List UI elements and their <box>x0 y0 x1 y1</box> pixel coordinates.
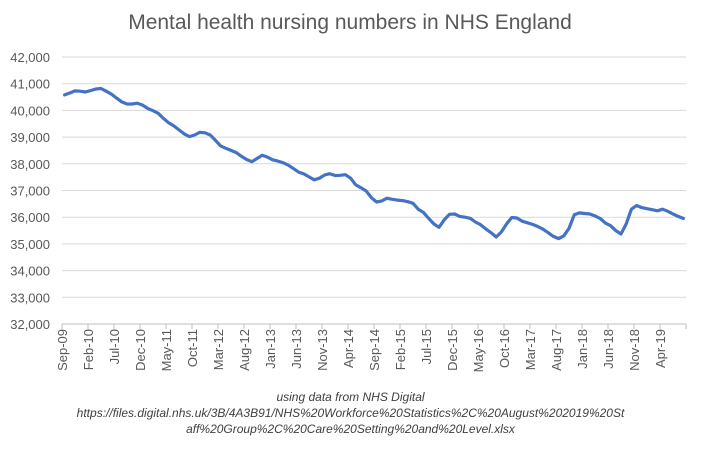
source-note: using data from NHS Digital https://file… <box>0 389 701 437</box>
chart-title: Mental health nursing numbers in NHS Eng… <box>128 11 572 34</box>
y-tick-label: 41,000 <box>10 77 50 92</box>
x-tick-label: Aug-12 <box>237 329 252 371</box>
y-tick-label: 40,000 <box>10 103 50 118</box>
y-tick-label: 38,000 <box>10 157 50 172</box>
y-tick-label: 34,000 <box>10 264 50 279</box>
x-tick-label: Feb-10 <box>81 329 96 370</box>
source-note-url-line-1: https://files.digital.nhs.uk/3B/4A3B91/N… <box>76 406 625 420</box>
x-tick-label: Feb-15 <box>393 329 408 370</box>
y-tick-label: 39,000 <box>10 130 50 145</box>
x-tick-label: Sep-09 <box>55 329 70 371</box>
x-tick-label: Jan-13 <box>263 329 278 369</box>
x-tick-label: Nov-13 <box>315 329 330 371</box>
x-tick-label: Sep-14 <box>367 329 382 371</box>
series-line <box>62 86 686 241</box>
x-tick-label: Mar-12 <box>211 329 226 370</box>
x-tick-label: Jul-15 <box>419 329 434 364</box>
x-tick-label: Dec-15 <box>445 329 460 371</box>
x-tick-label: Jan-18 <box>575 329 590 369</box>
y-tick-label: 32,000 <box>10 317 50 332</box>
x-tick-label: May-11 <box>159 329 174 371</box>
x-tick-label: Jun-13 <box>289 329 304 369</box>
x-tick-label: Dec-10 <box>133 329 148 371</box>
y-tick-label: 35,000 <box>10 237 50 252</box>
x-tick-label: Aug-17 <box>549 329 564 371</box>
x-tick-label: Oct-11 <box>185 329 200 367</box>
source-note-url-line-2: aff%20Group%2C%20Care%20Setting%20and%20… <box>186 422 515 436</box>
y-tick-label: 42,000 <box>10 50 50 65</box>
y-tick-label: 33,000 <box>10 290 50 305</box>
x-tick-label: Jul-10 <box>107 329 122 364</box>
x-tick-label: Apr-19 <box>653 329 668 368</box>
x-tick-label: Mar-17 <box>523 329 538 370</box>
x-tick-label: Jun-18 <box>601 329 616 369</box>
y-tick-label: 37,000 <box>10 184 50 199</box>
source-note-line-1: using data from NHS Digital <box>276 390 425 404</box>
x-tick-label: Nov-18 <box>627 329 642 371</box>
x-tick-label: Oct-16 <box>497 329 512 368</box>
y-tick-label: 36,000 <box>10 210 50 225</box>
x-tick-label: Apr-14 <box>341 329 356 368</box>
x-tick-label: May-16 <box>471 329 486 372</box>
